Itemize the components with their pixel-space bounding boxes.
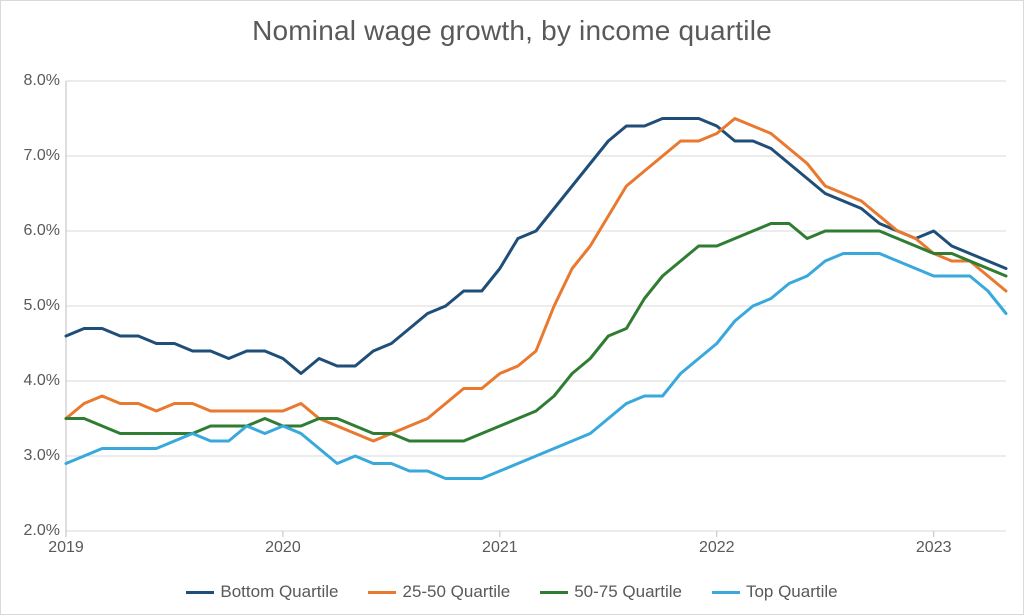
y-tick-label: 8.0%: [24, 72, 60, 90]
legend-swatch: [540, 591, 568, 594]
legend: Bottom Quartile 25-50 Quartile 50-75 Quart…: [1, 582, 1023, 602]
legend-label: 25-50 Quartile: [402, 582, 510, 602]
series-line: [66, 254, 1006, 479]
y-tick-label: 6.0%: [24, 222, 60, 240]
chart-title: Nominal wage growth, by income quartile: [1, 15, 1023, 47]
plot-svg: [66, 81, 1006, 531]
legend-label: 50-75 Quartile: [574, 582, 682, 602]
legend-label: Bottom Quartile: [220, 582, 338, 602]
legend-swatch: [712, 591, 740, 594]
plot-area: 2.0%3.0%4.0%5.0%6.0%7.0%8.0%201920202021…: [66, 81, 1006, 531]
x-tick-label: 2020: [265, 539, 301, 557]
legend-swatch: [186, 591, 214, 594]
legend-item: 25-50 Quartile: [368, 582, 510, 602]
series-line: [66, 119, 1006, 442]
x-tick-label: 2019: [48, 539, 84, 557]
x-tick-label: 2023: [916, 539, 952, 557]
y-tick-label: 5.0%: [24, 297, 60, 315]
legend-item: 50-75 Quartile: [540, 582, 682, 602]
legend-swatch: [368, 591, 396, 594]
chart-container: Nominal wage growth, by income quartile …: [0, 0, 1024, 615]
x-tick-label: 2021: [482, 539, 518, 557]
legend-label: Top Quartile: [746, 582, 838, 602]
series-line: [66, 119, 1006, 374]
y-tick-label: 7.0%: [24, 147, 60, 165]
y-tick-label: 3.0%: [24, 447, 60, 465]
y-tick-label: 2.0%: [24, 522, 60, 540]
legend-item: Top Quartile: [712, 582, 838, 602]
x-tick-label: 2022: [699, 539, 735, 557]
legend-item: Bottom Quartile: [186, 582, 338, 602]
y-tick-label: 4.0%: [24, 372, 60, 390]
